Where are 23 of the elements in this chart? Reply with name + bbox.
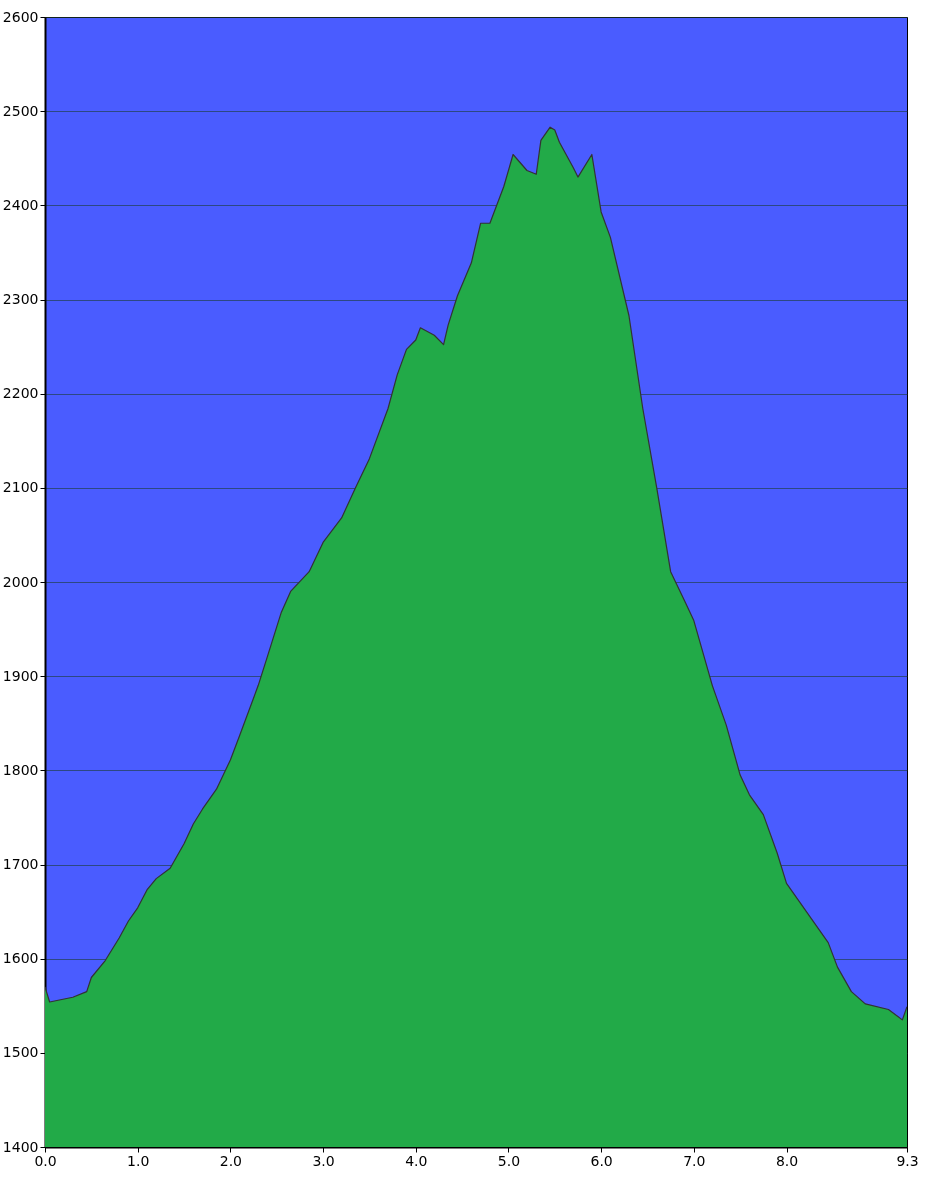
x-tick-label: 7.0 [683, 1152, 706, 1169]
x-tick-label: 8.0 [775, 1152, 799, 1169]
x-tick-label: 4.0 [405, 1152, 428, 1169]
y-tick-label: 1400 [2, 1138, 39, 1155]
x-tick-label: 1.0 [127, 1152, 150, 1169]
y-tick-label: 2000 [2, 573, 39, 590]
y-tick-label: 2500 [2, 102, 39, 119]
y-tick-label: 1800 [2, 761, 39, 778]
y-tick-label: 2400 [2, 196, 39, 213]
y-tick-label: 1600 [2, 950, 39, 967]
x-tick-label: 0.0 [34, 1152, 57, 1169]
y-tick-label: 1900 [2, 667, 39, 684]
y-tick-label: 1700 [2, 856, 39, 872]
x-tick-label: 2.0 [219, 1152, 243, 1169]
x-tick-label: 6.0 [590, 1152, 613, 1169]
x-tick-label: 5.0 [497, 1152, 521, 1169]
y-tick-label: 1500 [2, 1044, 39, 1061]
y-tick-label: 2100 [2, 479, 39, 496]
x-tick-label: 3.0 [312, 1152, 335, 1169]
y-tick-label: 2200 [2, 385, 39, 402]
y-tick-label: 2600 [2, 8, 39, 25]
x-tick-label: 9.3 [896, 1152, 919, 1169]
y-tick-label: 2300 [2, 291, 39, 307]
